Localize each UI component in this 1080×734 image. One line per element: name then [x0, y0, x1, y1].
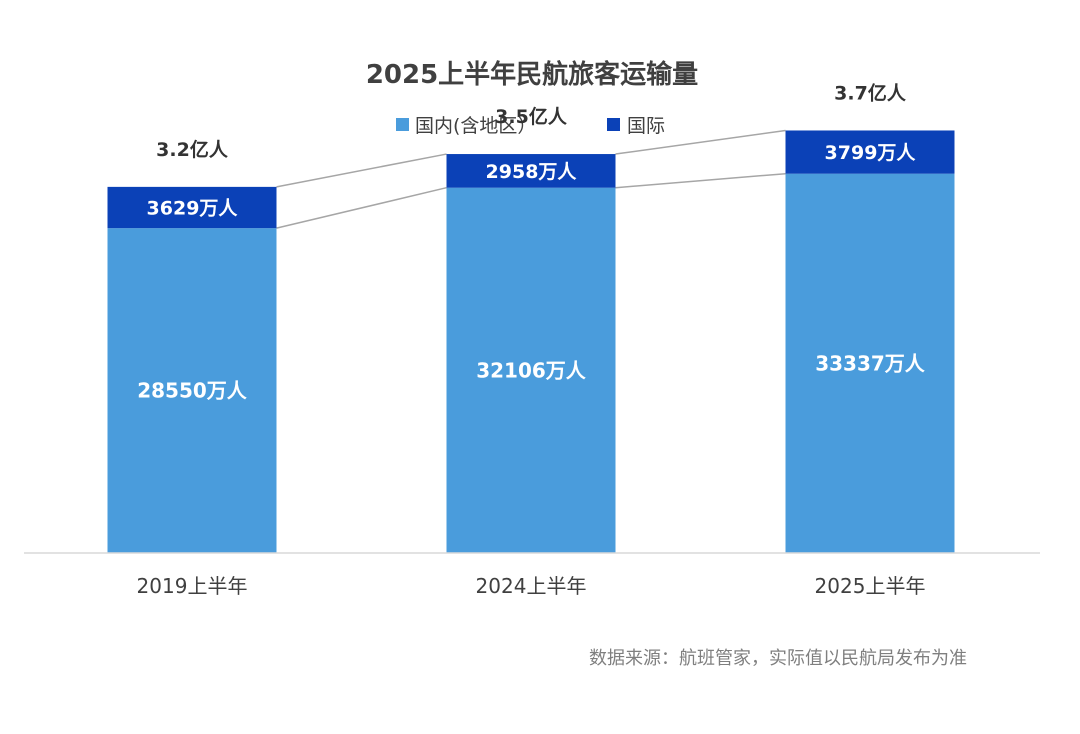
tick-label-1: 2024上半年 — [476, 574, 587, 598]
label-domestic-0: 28550万人 — [137, 379, 248, 403]
legend-swatch-domestic — [396, 118, 409, 131]
connector-mid-1 — [615, 172, 786, 189]
connector-top-0 — [276, 153, 447, 188]
bars — [107, 130, 955, 554]
bar-international-0 — [107, 186, 277, 229]
data-labels: 28550万人 3629万人 3.2亿人 32106万人 2958万人 3.5亿人 3333… — [137, 81, 926, 402]
tick-label-0: 2019上半年 — [137, 574, 248, 598]
x-axis-tick-labels: 2019上半年 2024上半年 2025上半年 — [137, 574, 926, 598]
label-domestic-1: 32106万人 — [476, 358, 587, 382]
legend-label-international: 国际 — [627, 115, 665, 137]
connector-top-1 — [615, 129, 786, 155]
legend-label-domestic: 国内(含地区） — [415, 115, 536, 137]
source-note: 数据来源：航班管家，实际值以民航局发布为准 — [589, 648, 967, 669]
legend-swatch-international — [607, 118, 620, 131]
connector-lines — [276, 129, 786, 229]
bar-international-1 — [446, 154, 616, 188]
label-international-2: 3799万人 — [825, 142, 917, 164]
label-total-2: 3.7亿人 — [834, 81, 907, 104]
label-total-0: 3.2亿人 — [156, 138, 229, 161]
connector-mid-0 — [276, 186, 447, 229]
chart-title: 2025上半年民航旅客运输量 — [366, 59, 698, 90]
label-international-1: 2958万人 — [486, 161, 578, 183]
bar-international-2 — [785, 130, 955, 174]
legend: 国内(含地区） 国际 — [396, 115, 665, 137]
tick-label-2: 2025上半年 — [815, 574, 926, 598]
bar-domestic-0 — [107, 228, 277, 554]
label-domestic-2: 33337万人 — [815, 351, 926, 375]
bar-domestic-1 — [446, 187, 616, 553]
label-international-0: 3629万人 — [147, 198, 239, 220]
label-total-1: 3.5亿人 — [495, 105, 568, 128]
bar-domestic-2 — [785, 173, 955, 553]
